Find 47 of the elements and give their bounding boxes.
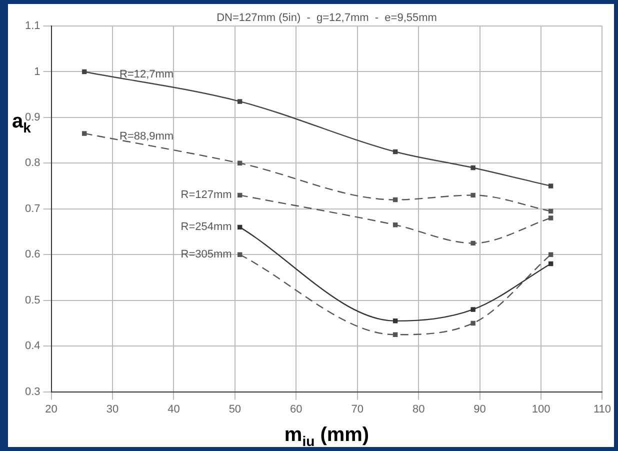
point xyxy=(392,332,398,338)
x-tick-label: 40 xyxy=(168,403,180,416)
point xyxy=(237,224,242,230)
y-tick-label: 0.6 xyxy=(24,248,40,261)
point xyxy=(82,69,87,74)
series-label: R=305mm xyxy=(180,248,232,261)
x-tick-label: 30 xyxy=(106,403,119,416)
y-tick-label: 0.5 xyxy=(24,294,40,306)
point xyxy=(470,307,476,312)
x-tick-label: 90 xyxy=(474,403,486,416)
x-tick-label: 20 xyxy=(45,403,58,416)
point xyxy=(470,320,476,326)
point xyxy=(548,261,554,266)
series-label: R=254mm xyxy=(180,221,232,234)
y-tick-label: 1 xyxy=(34,66,40,78)
point xyxy=(548,208,554,214)
point xyxy=(237,252,242,257)
y-tick-label: 0.4 xyxy=(24,340,40,352)
y-tick-label: 1.1 xyxy=(24,20,40,32)
x-tick-label: 100 xyxy=(532,403,550,416)
y-tick-label: 0.8 xyxy=(24,157,40,170)
point xyxy=(470,192,476,198)
point xyxy=(237,192,242,198)
x-tick-label: 60 xyxy=(290,403,302,416)
x-tick-label: 50 xyxy=(228,403,242,416)
x-tick-label: 110 xyxy=(593,403,612,416)
x-tick-label: 70 xyxy=(351,403,364,416)
point xyxy=(392,197,398,202)
point xyxy=(392,149,398,154)
series-label: R=88,9mm xyxy=(119,130,174,142)
point xyxy=(82,131,87,136)
series-label: R=12,7mm xyxy=(119,68,174,81)
point xyxy=(237,99,242,104)
x-tick-label: 80 xyxy=(412,403,425,416)
point xyxy=(470,165,476,170)
point xyxy=(548,216,554,220)
point xyxy=(237,160,242,166)
chart-title: DN=127mm (5in) - g=12,7mm - e=9,55mm xyxy=(216,12,437,24)
y-tick-label: 0.9 xyxy=(24,111,40,124)
y-tick-label: 0.7 xyxy=(24,202,40,215)
point xyxy=(392,222,398,228)
point xyxy=(548,252,554,257)
point xyxy=(470,240,476,246)
series-label: R=127mm xyxy=(180,189,232,202)
point xyxy=(392,318,398,324)
point xyxy=(548,184,554,188)
y-tick-label: 0.3 xyxy=(24,386,40,398)
